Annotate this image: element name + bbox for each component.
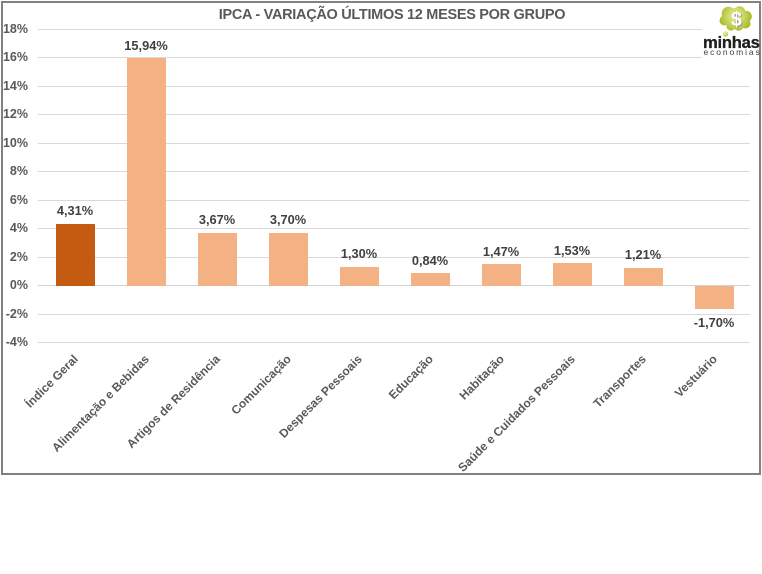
svg-text:$: $ — [732, 10, 743, 32]
svg-text:$: $ — [731, 9, 742, 31]
